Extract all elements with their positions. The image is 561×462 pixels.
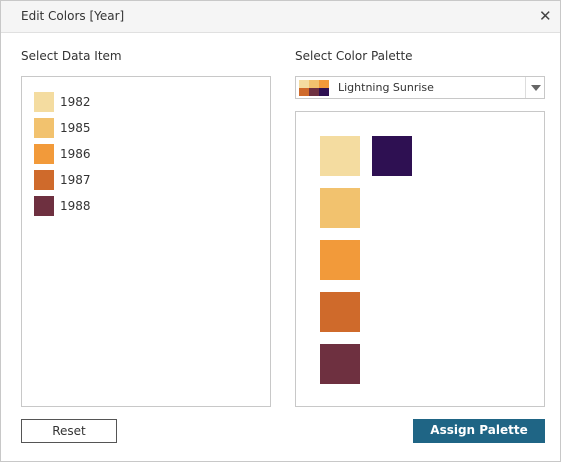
divider: [525, 77, 526, 98]
palette-icon-cell: [319, 80, 329, 88]
palette-icon-cell: [299, 80, 309, 88]
palette-icon-cell: [309, 80, 319, 88]
palette-swatch: [320, 344, 360, 384]
palette-swatch: [320, 136, 360, 176]
data-item[interactable]: 1982: [30, 90, 260, 114]
data-item[interactable]: 1988: [30, 194, 260, 218]
color-swatch: [34, 118, 54, 138]
close-button[interactable]: ✕: [539, 7, 552, 25]
title-bar: [1, 1, 560, 33]
section-label: Select Data Item: [21, 49, 122, 63]
palette-swatch: [372, 136, 412, 176]
palette-preview: [295, 111, 545, 407]
palette-icon-cell: [299, 88, 309, 96]
data-item-list: 1982 1985 1986 1987 1988: [21, 76, 271, 407]
dropdown-arrow: [531, 85, 541, 91]
color-swatch: [34, 92, 54, 112]
palette-name: Lightning Sunrise: [338, 81, 434, 94]
color-swatch: [34, 196, 54, 216]
item-label: 1986: [60, 147, 91, 161]
assign-palette-button[interactable]: Assign Palette: [413, 419, 545, 443]
reset-button[interactable]: Reset: [21, 419, 117, 443]
item-label: 1987: [60, 173, 91, 187]
data-item[interactable]: 1986: [30, 142, 260, 166]
palette-swatch: [320, 188, 360, 228]
color-swatch: [34, 144, 54, 164]
data-item[interactable]: 1987: [30, 168, 260, 192]
palette-icon-cell: [319, 88, 329, 96]
palette-icon-cell: [309, 88, 319, 96]
palette-swatch: [320, 292, 360, 332]
palette-swatch: [320, 240, 360, 280]
color-swatch: [34, 170, 54, 190]
item-label: 1988: [60, 199, 91, 213]
palette-dropdown[interactable]: Lightning Sunrise: [295, 76, 545, 99]
data-item[interactable]: 1985: [30, 116, 260, 140]
item-label: 1985: [60, 121, 91, 135]
palette-icon: [299, 80, 329, 96]
dialog-title: Edit Colors [Year]: [21, 9, 125, 23]
item-label: 1982: [60, 95, 91, 109]
section-label: Select Color Palette: [295, 49, 413, 63]
